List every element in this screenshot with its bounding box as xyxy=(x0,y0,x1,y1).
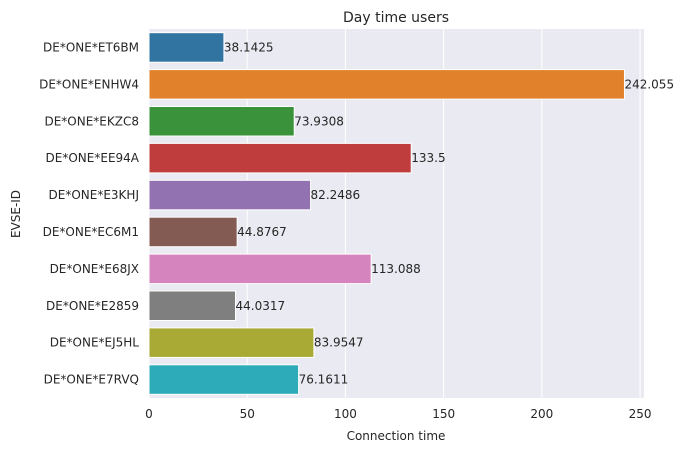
y-tick-label: DE*ONE*EKZC8 xyxy=(44,114,139,128)
data-label: 82.2486 xyxy=(311,188,361,202)
x-tick-label: 50 xyxy=(240,407,255,421)
y-tick-labels: DE*ONE*ET6BM DE*ONE*ENHW4 DE*ONE*EKZC8 DE*O… xyxy=(39,40,140,386)
y-tick-label: DE*ONE*E68JX xyxy=(50,262,139,276)
bar-DE*ONE*EKZC8 xyxy=(148,105,295,137)
bar-DE*ONE*E68JX xyxy=(148,253,372,285)
data-label: 83.9547 xyxy=(314,336,364,350)
x-axis-label: Connection time xyxy=(347,429,446,443)
data-label: 133.5 xyxy=(411,151,445,165)
y-tick-label: DE*ONE*E3KHJ xyxy=(49,188,139,202)
y-tick-label: DE*ONE*ENHW4 xyxy=(39,77,139,91)
data-label: 44.0317 xyxy=(235,299,285,313)
y-tick-label: DE*ONE*EE94A xyxy=(46,151,140,165)
x-tick-label: 200 xyxy=(530,407,553,421)
bars xyxy=(148,32,625,395)
bar-DE*ONE*E3KHJ xyxy=(148,179,312,211)
bar-DE*ONE*EE94A xyxy=(148,142,412,174)
data-label: 76.1611 xyxy=(299,373,349,387)
bar-DE*ONE*ET6BM xyxy=(148,32,225,63)
chart-title: Day time users xyxy=(343,10,449,26)
bar-DE*ONE*EC6M1 xyxy=(148,216,238,248)
y-tick-label: DE*ONE*ET6BM xyxy=(43,40,139,54)
data-label: 38.1425 xyxy=(224,40,274,54)
y-tick-label: DE*ONE*E2859 xyxy=(46,299,139,313)
x-tick-label: 250 xyxy=(629,407,652,421)
y-tick-label: DE*ONE*EC6M1 xyxy=(43,225,139,239)
x-tick-label: 0 xyxy=(145,407,153,421)
data-label: 44.8767 xyxy=(237,225,287,239)
data-label: 73.9308 xyxy=(294,114,344,128)
bar-DE*ONE*ENHW4 xyxy=(148,69,625,100)
x-tick-label: 150 xyxy=(432,407,455,421)
data-label: 242.055 xyxy=(624,77,674,91)
x-tick-label: 100 xyxy=(334,407,357,421)
bar-DE*ONE*EJ5HL xyxy=(148,327,315,358)
y-axis-label: EVSE-ID xyxy=(9,190,23,238)
x-tick-labels: 0 50 100 150 200 250 xyxy=(145,407,651,421)
y-tick-label: DE*ONE*E7RVQ xyxy=(44,373,139,387)
bar-DE*ONE*E2859 xyxy=(148,290,236,322)
data-labels: 38.1425 242.055 73.9308 133.5 82.2486 44.8767… xyxy=(224,40,674,386)
y-tick-label: DE*ONE*EJ5HL xyxy=(50,336,140,350)
bar-DE*ONE*E7RVQ xyxy=(148,364,300,395)
data-label: 113.088 xyxy=(371,262,421,276)
